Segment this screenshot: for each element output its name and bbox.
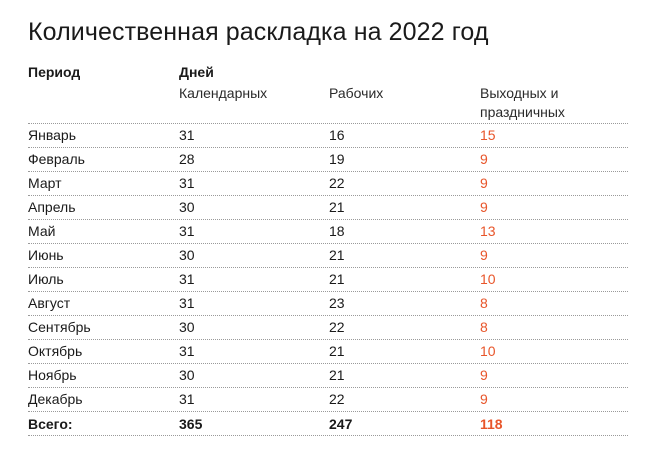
cell-month: Декабрь [28,391,83,407]
table-row: Август 31 23 8 [0,292,646,316]
cell-calendar: 31 [179,175,195,191]
cell-weekend: 13 [480,223,496,239]
cell-weekend: 10 [480,343,496,359]
cell-month: Апрель [28,199,76,215]
cell-month: Октябрь [28,343,83,359]
cell-month: Февраль [28,151,85,167]
cell-calendar: 31 [179,127,195,143]
cell-calendar: 31 [179,223,195,239]
table-row: Ноябрь 30 21 9 [0,364,646,388]
cell-working: 22 [329,319,345,335]
row-divider [28,411,628,412]
cell-calendar: 30 [179,367,195,383]
cell-month: Август [28,295,71,311]
header-days: Дней [179,64,214,80]
cell-working: 21 [329,199,345,215]
cell-month: Май [28,223,56,239]
cell-weekend: 8 [480,319,488,335]
cell-calendar: 31 [179,295,195,311]
total-calendar: 365 [179,416,203,432]
header-working: Рабочих [329,85,384,101]
cell-weekend: 9 [480,367,488,383]
total-label: Всего: [28,416,73,432]
cell-working: 23 [329,295,345,311]
cell-calendar: 31 [179,343,195,359]
table-row: Сентябрь 30 22 8 [0,316,646,340]
cell-working: 21 [329,271,345,287]
table-row: Февраль 28 19 9 [0,148,646,172]
cell-weekend: 9 [480,247,488,263]
cell-weekend: 9 [480,151,488,167]
cell-working: 18 [329,223,345,239]
header-calendar: Календарных [179,85,268,101]
row-divider [28,267,628,268]
table-row: Декабрь 31 22 9 [0,388,646,412]
cell-working: 21 [329,247,345,263]
cell-weekend: 10 [480,271,496,287]
cell-month: Июнь [28,247,64,263]
header-divider [28,123,628,124]
header-period: Период [28,64,81,80]
cell-weekend: 9 [480,391,488,407]
cell-calendar: 30 [179,247,195,263]
cell-working: 21 [329,367,345,383]
table-row: Октябрь 31 21 10 [0,340,646,364]
cell-month: Июль [28,271,64,287]
row-divider [28,363,628,364]
row-divider [28,291,628,292]
cell-month: Январь [28,127,76,143]
table-row: Июль 31 21 10 [0,268,646,292]
row-divider [28,147,628,148]
cell-calendar: 31 [179,271,195,287]
row-divider [28,219,628,220]
row-divider [28,387,628,388]
cell-working: 19 [329,151,345,167]
row-divider [28,243,628,244]
header-weekend: Выходных и праздничных [480,85,565,120]
cell-weekend: 9 [480,175,488,191]
cell-calendar: 30 [179,199,195,215]
cell-calendar: 30 [179,319,195,335]
cell-calendar: 28 [179,151,195,167]
cell-working: 22 [329,391,345,407]
table-row: Май 31 18 13 [0,220,646,244]
cell-month: Март [28,175,62,191]
table-row: Март 31 22 9 [0,172,646,196]
cell-working: 21 [329,343,345,359]
cell-working: 16 [329,127,345,143]
cell-calendar: 31 [179,391,195,407]
total-weekend: 118 [480,416,503,432]
cell-weekend: 9 [480,199,488,215]
row-divider [28,195,628,196]
cell-working: 22 [329,175,345,191]
cell-weekend: 8 [480,295,488,311]
row-divider [28,171,628,172]
cell-weekend: 15 [480,127,496,143]
total-working: 247 [329,416,353,432]
table-row: Апрель 30 21 9 [0,196,646,220]
cell-month: Сентябрь [28,319,91,335]
page-title: Количественная раскладка на 2022 год [28,18,489,46]
table-bottom-divider [28,435,628,436]
row-divider [28,315,628,316]
table-row: Июнь 30 21 9 [0,244,646,268]
table-row: Январь 31 16 15 [0,124,646,148]
cell-month: Ноябрь [28,367,77,383]
row-divider [28,339,628,340]
